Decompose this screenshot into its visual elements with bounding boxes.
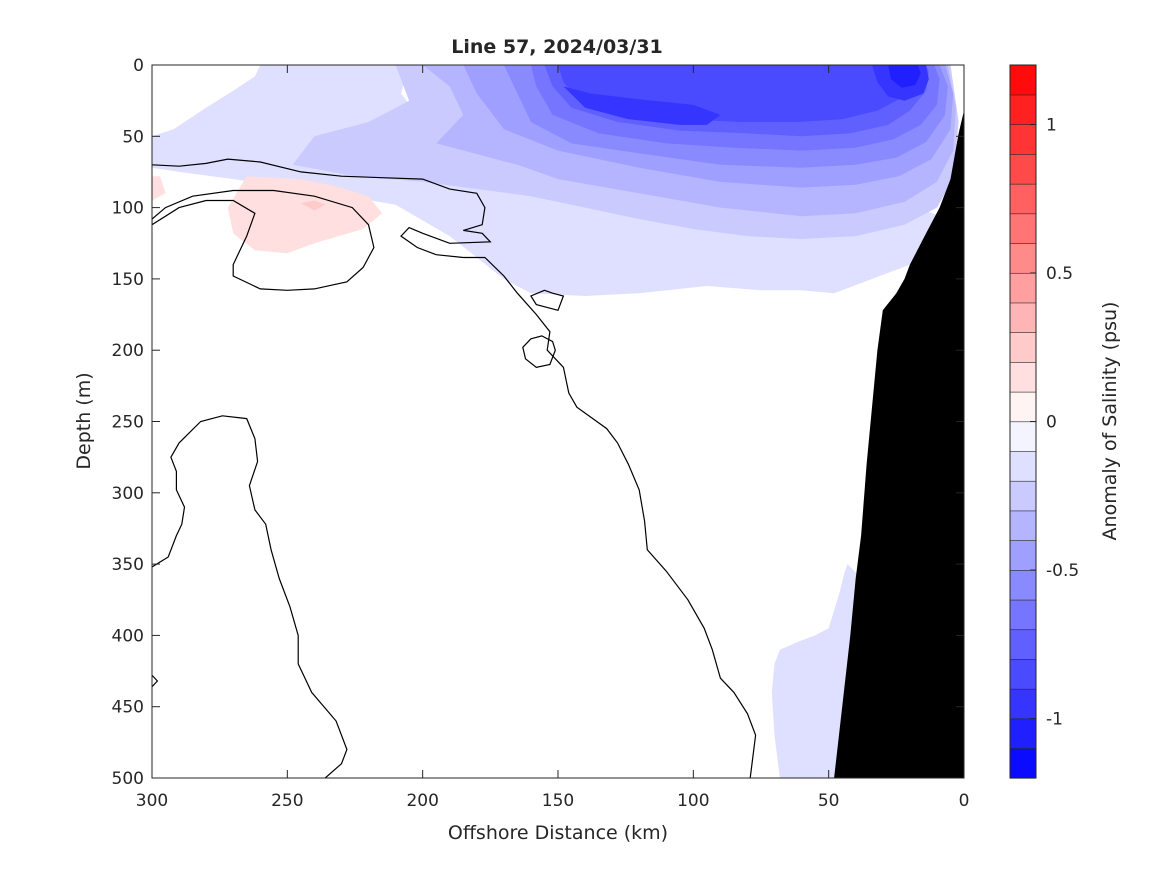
colorbar-swatch (1009, 658, 1037, 690)
zero-contour-0 (152, 158, 757, 778)
colorbar-swatch (1009, 629, 1037, 660)
colorbar-swatch (1009, 391, 1037, 423)
colorbar-swatch (1009, 94, 1037, 126)
colorbar-swatch (1009, 183, 1037, 215)
y-tick-label: 0 (133, 56, 144, 76)
colorbar-tick-label: 1 (1046, 115, 1057, 135)
x-tick-label: 100 (677, 791, 709, 811)
y-tick-label: 450 (112, 698, 144, 718)
colorbar-swatch (1009, 153, 1037, 185)
colorbar-swatch (1009, 747, 1037, 779)
anomaly-fill-layers (152, 65, 959, 778)
zero-contour-5 (152, 674, 159, 688)
colorbar-swatch (1009, 242, 1037, 274)
colorbar-swatch (1009, 718, 1037, 749)
y-tick-label: 50 (122, 127, 144, 147)
fresh-anomaly-band-0 (152, 65, 404, 154)
colorbar-ticks: 1 0.5 0 -0.5 -1 (1030, 115, 1079, 730)
plot-area (151, 64, 965, 779)
x-tick-label: 0 (959, 791, 970, 811)
salty-anomaly-band-0 (227, 176, 383, 254)
colorbar-swatch (1009, 450, 1037, 482)
y-axis-ticks: 0 50 100 150 200 250 300 350 400 450 500 (112, 56, 964, 789)
colorbar-swatch (1009, 213, 1037, 244)
x-tick-label: 200 (406, 791, 438, 811)
x-axis-label: Offshore Distance (km) (448, 822, 668, 844)
colorbar-swatch (1009, 480, 1037, 512)
colorbar-swatch (1009, 421, 1037, 452)
colorbar-tick-label: 0 (1046, 413, 1057, 433)
y-tick-label: 400 (112, 626, 144, 646)
y-axis-label: Depth (m) (73, 372, 95, 469)
y-tick-label: 200 (112, 341, 144, 361)
colorbar-swatch (1009, 599, 1037, 631)
colorbar-swatch (1009, 64, 1037, 96)
salty-anomaly-band-1 (300, 200, 326, 211)
zero-contour-lines (152, 158, 757, 778)
colorbar-label: Anomaly of Salinity (psu) (1099, 302, 1121, 541)
colorbar-swatch (1009, 332, 1037, 363)
zero-contour-3 (522, 335, 556, 368)
y-tick-label: 250 (112, 413, 144, 433)
y-tick-label: 350 (112, 555, 144, 575)
x-tick-label: 150 (542, 791, 574, 811)
seafloor-mask (834, 110, 964, 778)
colorbar-swatch (1009, 510, 1037, 541)
zero-contour-4 (152, 415, 348, 778)
colorbar-tick-label: -0.5 (1046, 561, 1079, 581)
colorbar-swatch (1009, 361, 1037, 393)
zero-contour-1 (152, 189, 375, 291)
y-tick-label: 300 (112, 484, 144, 504)
zero-contour-2 (530, 289, 565, 312)
colorbar-swatch (1009, 540, 1037, 571)
colorbar-swatch (1009, 302, 1037, 333)
salty-anomaly-band-2 (152, 176, 166, 201)
x-tick-label: 300 (136, 791, 168, 811)
colorbar-swatch (1009, 272, 1037, 304)
chart-title: Line 57, 2024/03/31 (451, 36, 663, 58)
x-tick-label: 250 (271, 791, 303, 811)
seafloor-polygon (834, 110, 964, 778)
colorbar-tick-label: 0.5 (1046, 264, 1073, 284)
fresh-anomaly-band-9 (563, 86, 721, 125)
x-tick-label: 50 (818, 791, 840, 811)
x-axis-ticks: 300 250 200 150 100 50 0 (136, 65, 970, 811)
colorbar-swatch (1009, 569, 1037, 601)
colorbar-swatch (1009, 688, 1037, 720)
y-tick-label: 500 (112, 769, 144, 789)
y-tick-label: 100 (112, 199, 144, 219)
y-tick-label: 150 (112, 270, 144, 290)
colorbar: 1 0.5 0 -0.5 -1 Anomaly of Salinity (psu) (1009, 64, 1121, 779)
fresh-anomaly-band-11 (888, 65, 921, 88)
colorbar-swatch (1009, 124, 1037, 155)
colorbar-swatches (1009, 64, 1037, 779)
colorbar-tick-label: -1 (1046, 710, 1063, 730)
